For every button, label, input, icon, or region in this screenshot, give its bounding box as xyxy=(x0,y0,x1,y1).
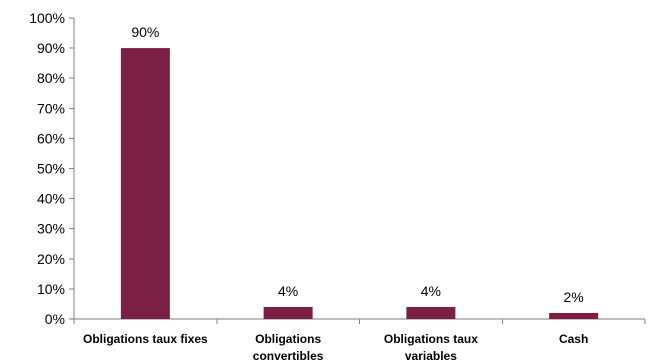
bar-data-label: 2% xyxy=(564,289,584,305)
x-category-label: Obligations taux fixes xyxy=(83,332,208,346)
bar xyxy=(120,48,170,319)
y-tick-label: 100% xyxy=(29,10,65,26)
bar-series xyxy=(120,48,599,319)
y-tick-label: 10% xyxy=(37,281,65,297)
x-category-label: Obligations taux xyxy=(384,332,478,346)
y-tick-label: 50% xyxy=(37,161,65,177)
bar-data-label: 4% xyxy=(278,283,298,299)
y-tick-label: 20% xyxy=(37,251,65,267)
y-axis: 0% 10% 20% 30% 40% 50% 60% 70% 80% 90% 100% xyxy=(29,10,75,327)
x-category-label: Obligations xyxy=(255,332,321,346)
bar xyxy=(549,312,599,319)
y-tick-label: 70% xyxy=(37,100,65,116)
bar-data-label: 4% xyxy=(421,283,441,299)
y-tick-label: 30% xyxy=(37,221,65,237)
y-tick-label: 80% xyxy=(37,70,65,86)
x-category-label: variables xyxy=(405,349,457,363)
y-tick-label: 0% xyxy=(45,311,65,327)
x-category-label: convertibles xyxy=(253,349,324,363)
bar xyxy=(263,306,313,319)
y-tick-label: 40% xyxy=(37,191,65,207)
x-category-label: Cash xyxy=(559,332,588,346)
category-labels: Obligations taux fixes Obligations convert… xyxy=(83,332,588,363)
x-axis xyxy=(73,318,646,324)
bar xyxy=(406,306,456,319)
bar-data-label: 90% xyxy=(131,24,159,40)
y-tick-label: 60% xyxy=(37,130,65,146)
data-labels: 90% 4% 4% 2% xyxy=(131,24,583,305)
y-tick-label: 90% xyxy=(37,40,65,56)
